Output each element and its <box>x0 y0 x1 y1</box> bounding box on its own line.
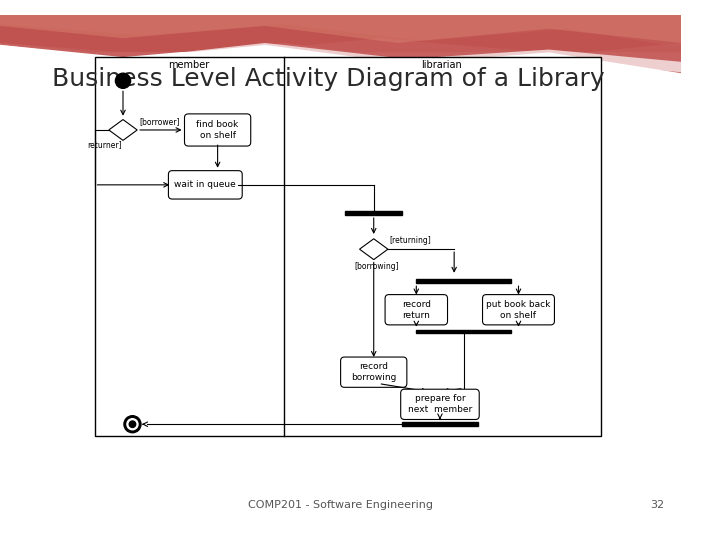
Polygon shape <box>359 239 388 260</box>
Text: returner]: returner] <box>87 140 122 150</box>
Text: record
borrowing: record borrowing <box>351 362 397 382</box>
Text: 32: 32 <box>650 500 665 510</box>
Polygon shape <box>0 15 681 73</box>
Text: prepare for
next  member: prepare for next member <box>408 394 472 414</box>
FancyBboxPatch shape <box>401 389 480 420</box>
Polygon shape <box>0 15 681 48</box>
FancyBboxPatch shape <box>341 357 407 387</box>
Text: member: member <box>168 60 210 70</box>
Circle shape <box>129 421 135 428</box>
Polygon shape <box>0 38 681 76</box>
Polygon shape <box>0 43 681 72</box>
Bar <box>416 329 511 333</box>
Polygon shape <box>0 15 681 71</box>
Polygon shape <box>0 15 681 43</box>
FancyBboxPatch shape <box>184 114 251 146</box>
Text: librarian: librarian <box>421 60 462 70</box>
Circle shape <box>124 416 141 433</box>
Text: Business Level Activity Diagram of a Library: Business Level Activity Diagram of a Lib… <box>52 67 605 91</box>
Text: [returning]: [returning] <box>390 237 431 245</box>
Circle shape <box>115 73 130 89</box>
Polygon shape <box>109 119 138 140</box>
Text: [borrower]: [borrower] <box>139 117 179 126</box>
Text: wait in queue: wait in queue <box>174 180 236 190</box>
Bar <box>416 280 511 284</box>
Text: put book back
on shelf: put book back on shelf <box>486 300 551 320</box>
Bar <box>346 211 402 215</box>
FancyBboxPatch shape <box>385 295 448 325</box>
Text: COMP201 - Software Engineering: COMP201 - Software Engineering <box>248 500 433 510</box>
Text: find book
on shelf: find book on shelf <box>197 120 239 140</box>
Text: [borrowing]: [borrowing] <box>355 262 400 271</box>
Bar <box>94 57 600 436</box>
Bar <box>402 422 478 426</box>
FancyBboxPatch shape <box>482 295 554 325</box>
Circle shape <box>127 418 138 430</box>
Text: record
return: record return <box>402 300 431 320</box>
Polygon shape <box>0 57 681 90</box>
FancyBboxPatch shape <box>168 171 242 199</box>
